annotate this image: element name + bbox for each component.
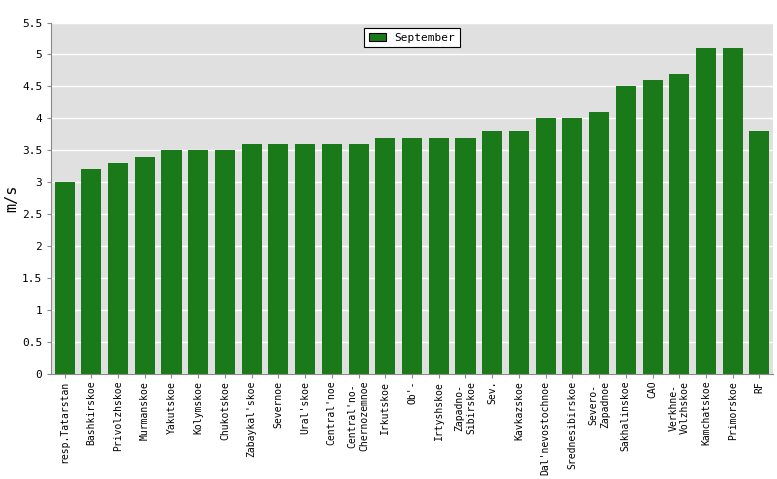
Bar xyxy=(563,118,583,374)
Bar xyxy=(750,131,769,374)
Bar xyxy=(483,131,502,374)
Bar xyxy=(696,48,716,374)
Y-axis label: m/s: m/s xyxy=(4,184,19,212)
Bar xyxy=(643,80,663,374)
Bar xyxy=(616,86,636,374)
Bar xyxy=(349,144,368,374)
Legend: September: September xyxy=(364,28,460,47)
Bar xyxy=(375,137,395,374)
Bar xyxy=(54,182,75,374)
Bar xyxy=(322,144,342,374)
Bar xyxy=(509,131,529,374)
Bar xyxy=(723,48,743,374)
Bar xyxy=(295,144,315,374)
Bar xyxy=(242,144,262,374)
Bar xyxy=(82,170,101,374)
Bar xyxy=(455,137,476,374)
Bar xyxy=(268,144,288,374)
Bar xyxy=(429,137,449,374)
Bar xyxy=(215,150,235,374)
Bar xyxy=(402,137,422,374)
Bar xyxy=(669,74,689,374)
Bar xyxy=(589,112,609,374)
Bar xyxy=(134,157,155,374)
Bar xyxy=(108,163,128,374)
Bar xyxy=(188,150,208,374)
Bar xyxy=(535,118,556,374)
Bar xyxy=(162,150,182,374)
